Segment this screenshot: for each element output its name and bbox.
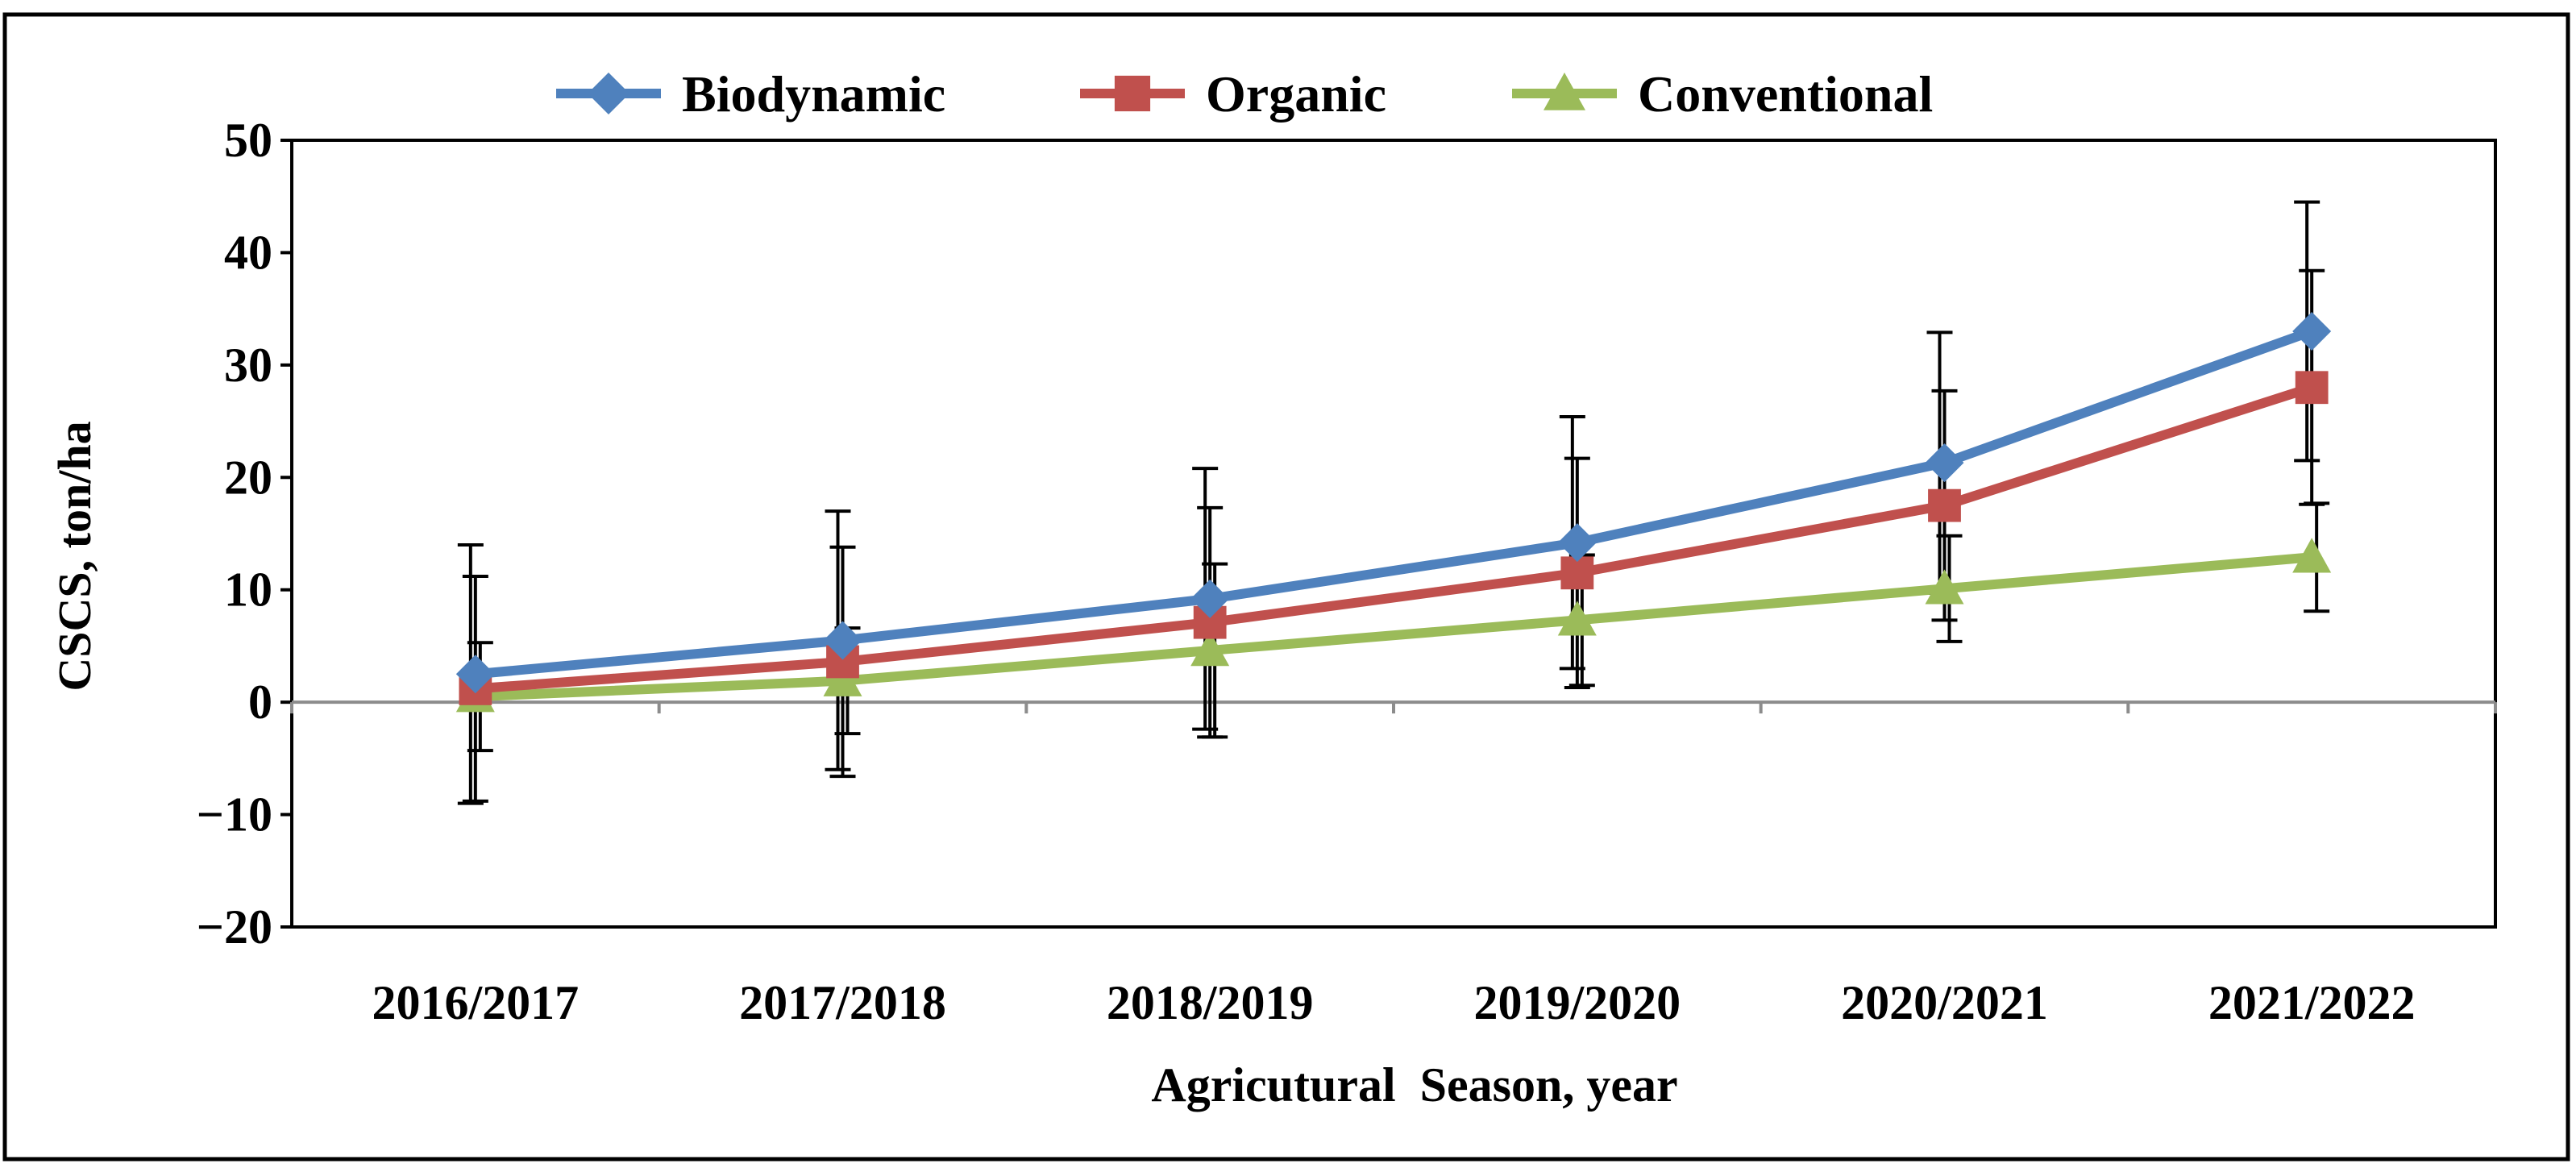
series-line-conventional (470, 552, 2317, 702)
legend-label: Conventional (1638, 65, 1933, 123)
data-point-biodynamic (1925, 443, 1964, 483)
series-lines (470, 326, 2317, 702)
data-point-biodynamic (1557, 523, 1597, 563)
y-tick-label: 40 (224, 226, 272, 279)
y-tick-label: 30 (224, 339, 272, 392)
x-axis: 2016/2017 2017/2018 2018/2019 2019/2020 2020… (290, 700, 2497, 1029)
legend-marker-organic (1114, 75, 1151, 112)
y-tick-label: 10 (224, 563, 272, 617)
data-point-conventional (1925, 569, 1964, 605)
data-point-organic (1928, 488, 1961, 522)
series-markers (455, 312, 2332, 713)
data-point-biodynamic (2292, 312, 2332, 351)
x-tick-label: 2020/2021 (1841, 976, 2048, 1029)
series-line-organic (470, 382, 2317, 694)
data-point-biodynamic (823, 621, 862, 660)
legend-marker-conventional (1544, 73, 1585, 110)
x-tick-label: 2017/2018 (739, 976, 946, 1029)
legend-item-biodynamic: Biodynamic (556, 65, 945, 123)
data-point-conventional (1190, 631, 1230, 667)
data-point-organic (2295, 371, 2329, 405)
legend-marker-biodynamic (588, 73, 629, 114)
data-point-conventional (1557, 601, 1597, 636)
figure-border (2, 12, 2570, 1162)
data-point-biodynamic (455, 655, 495, 694)
data-point-biodynamic (1190, 579, 1230, 618)
legend-item-organic: Organic (1080, 65, 1386, 123)
y-tick-label: 0 (248, 675, 272, 729)
legend-item-conventional: Conventional (1512, 65, 1933, 123)
y-tick-label: 20 (224, 451, 272, 504)
legend-label: Organic (1206, 65, 1386, 123)
legend-label: Biodynamic (682, 65, 945, 123)
x-tick-label: 2019/2020 (1473, 976, 1681, 1029)
data-point-conventional (2292, 538, 2332, 573)
series-line-biodynamic (470, 326, 2317, 680)
legend: Biodynamic Organic Conventional (556, 65, 1933, 123)
x-tick-label: 2021/2022 (2208, 976, 2416, 1029)
y-tick-label: −20 (197, 900, 272, 954)
plot-area (290, 139, 2497, 929)
data-point-conventional (823, 661, 862, 696)
y-tick-label: 50 (224, 114, 272, 167)
data-point-organic (1560, 556, 1594, 590)
x-tick-label: 2016/2017 (372, 976, 579, 1029)
y-axis-title: CSCS, ton/ha (48, 421, 101, 691)
y-tick-label: −10 (197, 788, 272, 842)
x-axis-title: Agricutural Season, year (1151, 1058, 1677, 1112)
y-axis: 50 40 30 20 10 0 −10 −20 (197, 114, 292, 954)
x-tick-label: 2018/2019 (1107, 976, 1314, 1029)
